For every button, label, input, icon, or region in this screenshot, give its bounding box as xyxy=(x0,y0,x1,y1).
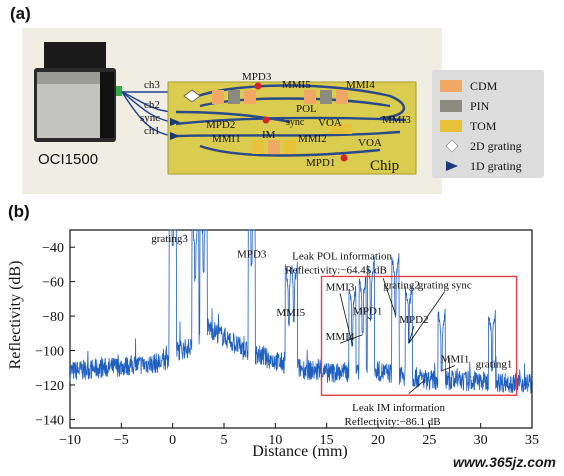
peak-label: MMI5 xyxy=(276,307,305,319)
peak-pointer xyxy=(367,317,372,320)
legend-label: TOM xyxy=(470,119,497,133)
label-mmi1: MMI1 xyxy=(212,133,241,145)
x-tick-label: 25 xyxy=(422,433,436,448)
peak-label: MPD2 xyxy=(399,314,428,326)
channel-ch3-label: ch3 xyxy=(144,79,160,91)
label-im: IM xyxy=(262,129,276,141)
channel-labels: ch3 ch2 sync ch1 xyxy=(140,79,160,137)
label-mmi5: MMI5 xyxy=(282,79,311,91)
reflectivity-trace xyxy=(69,229,533,394)
x-tick-label: 10 xyxy=(268,433,282,448)
y-tick-label: −100 xyxy=(35,345,64,360)
channel-ch1-label: ch1 xyxy=(144,125,160,137)
legend-label: 2D grating xyxy=(470,139,522,153)
chip xyxy=(167,81,417,175)
legend-cdm-icon xyxy=(440,80,462,92)
oci-instrument xyxy=(34,42,122,142)
callout-title: Leak POL information xyxy=(292,250,392,262)
x-tick-label: −5 xyxy=(114,433,129,448)
channel-ch2-label: ch2 xyxy=(144,99,160,111)
label-mmi3: MMI3 xyxy=(382,114,411,126)
peak-label: MMI4 xyxy=(326,331,355,343)
peak-label: MPD3 xyxy=(237,249,267,261)
legend-tom-icon xyxy=(440,120,462,132)
legend-label: CDM xyxy=(470,79,498,93)
peak-label: MPD1 xyxy=(353,305,382,317)
label-mmi2: MMI2 xyxy=(298,133,327,145)
peak-pointer xyxy=(339,334,363,344)
y-tick-label: −40 xyxy=(42,241,64,256)
device-schematic: OCI1500 ch3 ch2 sync ch1 xyxy=(22,28,544,194)
highlight-box xyxy=(320,275,518,396)
peak-label: grating1 xyxy=(476,359,513,371)
x-tick-label: −10 xyxy=(59,433,81,448)
y-axis-label: Reflectivity (dB) xyxy=(7,261,24,370)
reflectivity-chart: grating3MPD3MMI5MMI3MMI4MPD1grating2grat… xyxy=(7,229,539,460)
x-axis-label: Distance (mm) xyxy=(252,443,348,460)
callout-title: Leak IM information xyxy=(352,402,445,414)
peak-pointer xyxy=(339,293,353,346)
x-tick-label: 5 xyxy=(221,433,228,448)
peak-label: grating sync xyxy=(418,280,472,292)
schematic-legend: CDM PIN TOM 2D grating 1D grating xyxy=(432,70,544,178)
callout-value: Reflectivity:−64.45 dB xyxy=(285,264,387,276)
legend-label: 1D grating xyxy=(470,159,522,173)
chip-component-labels: MPD3 MMI5 MMI4 POL MPD2 sync VOA MMI3 MM… xyxy=(206,71,411,174)
x-tick-label: 15 xyxy=(320,433,334,448)
panel-b-label: (b) xyxy=(8,202,30,221)
plot-frame xyxy=(69,229,533,429)
chip-label: Chip xyxy=(370,158,399,174)
y-tick-label: −140 xyxy=(35,413,64,428)
label-mmi4: MMI4 xyxy=(346,79,375,91)
label-mpd1: MPD1 xyxy=(306,157,335,169)
reflectivity-line xyxy=(69,229,533,394)
y-tick-label: −80 xyxy=(42,310,64,325)
legend-2d-grating-icon xyxy=(445,139,459,153)
legend-1d-grating-icon xyxy=(446,161,458,171)
label-mpd3: MPD3 xyxy=(242,71,272,83)
label-voa-upper: VOA xyxy=(318,117,342,129)
y-tick-label: −120 xyxy=(35,379,64,394)
peak-label: grating3 xyxy=(151,233,188,245)
callout-pointer xyxy=(408,379,426,394)
x-tick-label: 20 xyxy=(371,433,385,448)
callout-pointer xyxy=(382,278,396,315)
legend-pin-icon xyxy=(440,100,462,112)
panel-a-label: (a) xyxy=(10,4,31,23)
y-tick-label: −60 xyxy=(42,276,64,291)
watermark: www.365jz.com xyxy=(453,454,556,470)
channel-sync-label: sync xyxy=(140,112,160,124)
x-tick-label: 0 xyxy=(169,433,176,448)
label-pol: POL xyxy=(296,103,317,115)
peak-label: MMI3 xyxy=(326,281,355,293)
instrument-label: OCI1500 xyxy=(38,151,98,168)
peak-pointer xyxy=(441,365,456,372)
leak-callouts: Leak POL information Reflectivity:−64.45 … xyxy=(285,250,445,428)
peak-label: grating2 xyxy=(383,280,420,292)
peak-pointer xyxy=(408,325,415,344)
peak-label: MMI1 xyxy=(441,354,470,366)
label-voa-lower: VOA xyxy=(358,137,382,149)
x-tick-label: 30 xyxy=(474,433,488,448)
legend-label: PIN xyxy=(470,99,490,113)
x-tick-label: 35 xyxy=(525,433,539,448)
label-mpd2: MPD2 xyxy=(206,119,235,131)
highlight-region xyxy=(320,275,518,396)
callout-value: Reflectivity:−86.1 dB xyxy=(345,416,441,428)
peak-pointer xyxy=(408,291,446,344)
label-sync: sync xyxy=(286,117,305,128)
peak-annotations: grating3MPD3MMI5MMI3MMI4MPD1grating2grat… xyxy=(151,233,513,372)
